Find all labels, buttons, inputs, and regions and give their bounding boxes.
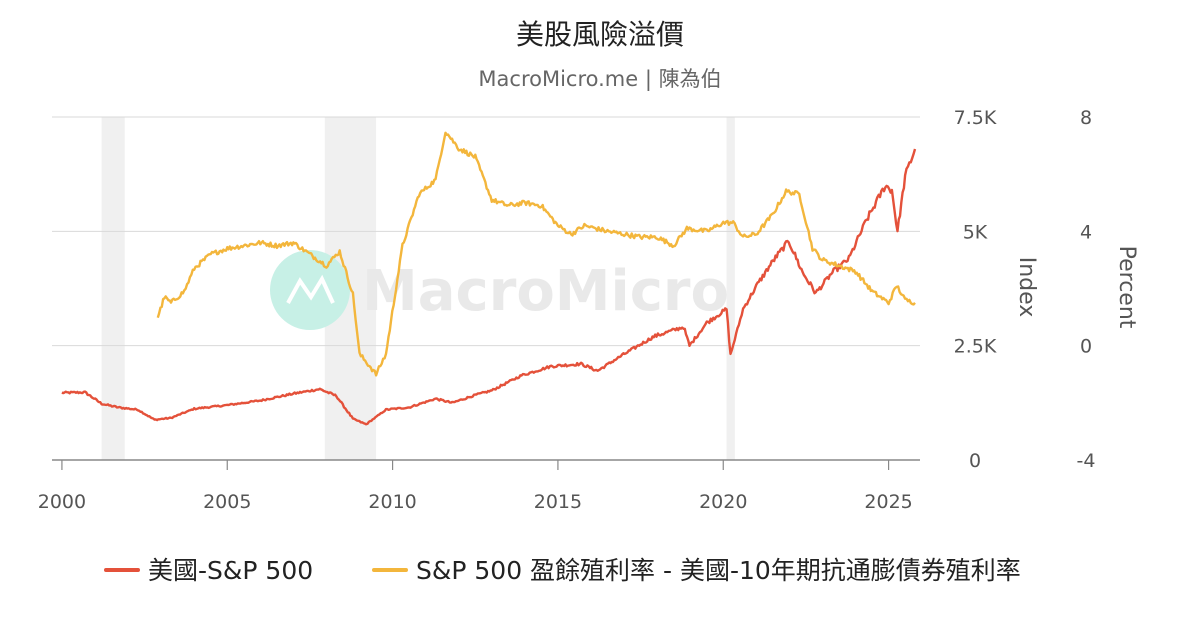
watermark-text: MacroMicro — [362, 259, 729, 324]
x-tick-label-2000: 2000 — [38, 491, 86, 513]
chart-subtitle: MacroMicro.me | 陳為伯 — [478, 67, 721, 92]
y-left-tick-label-3: 7.5K — [954, 107, 997, 129]
y-right-tick-label-0: -4 — [1077, 450, 1096, 472]
series-line-0 — [61, 148, 917, 426]
watermark-mountain-icon — [286, 274, 335, 304]
watermark: MacroMicro — [270, 250, 729, 330]
y-left-tick-label-1: 2.5K — [954, 336, 997, 358]
legend-label-risk-premium: S&P 500 盈餘殖利率 - 美國-10年期抗通膨債券殖利率 — [416, 556, 1021, 585]
legend-label-sp500: 美國-S&P 500 — [148, 556, 313, 585]
chart-title: 美股風險溢價 — [516, 18, 684, 51]
legend-item-sp500[interactable]: 美國-S&P 500 — [104, 556, 313, 585]
x-tick-label-2025: 2025 — [864, 491, 912, 513]
y-right-tick-label-3: 8 — [1080, 107, 1092, 129]
legend-item-risk-premium[interactable]: S&P 500 盈餘殖利率 - 美國-10年期抗通膨債券殖利率 — [372, 556, 1021, 585]
legend: 美國-S&P 500 S&P 500 盈餘殖利率 - 美國-10年期抗通膨債券殖… — [104, 556, 1021, 585]
recession-band-2 — [726, 117, 735, 460]
y-left-tick-label-2: 5K — [963, 221, 988, 243]
x-tick-label-2015: 2015 — [534, 491, 582, 513]
right-axis-title: Percent — [1114, 246, 1139, 329]
x-tick-label-2005: 2005 — [203, 491, 251, 513]
y-left-tick-label-0: 0 — [969, 450, 981, 472]
recession-band-0 — [101, 117, 125, 460]
watermark-logo-circle — [270, 250, 350, 330]
y-right-tick-label-1: 0 — [1080, 336, 1092, 358]
x-tick-label-2020: 2020 — [699, 491, 747, 513]
x-tick-label-2010: 2010 — [368, 491, 416, 513]
series-line-1 — [156, 131, 916, 377]
left-axis-title: Index — [1014, 257, 1039, 318]
y-right-tick-label-2: 4 — [1080, 221, 1092, 243]
